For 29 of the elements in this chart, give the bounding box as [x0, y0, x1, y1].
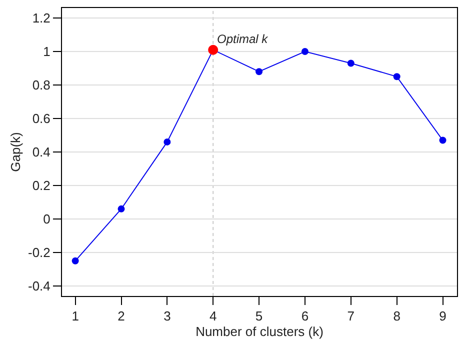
y-tick-label: 0.4	[32, 144, 50, 160]
x-tick-label: 6	[301, 308, 309, 324]
point	[72, 257, 79, 264]
x-tick-label: 7	[347, 308, 355, 324]
y-tick-label: 0	[43, 212, 50, 227]
y-axis-title: Gap(k)	[8, 132, 23, 172]
y-tick-label: 0.8	[32, 78, 50, 93]
y-tick-label: 1.2	[32, 10, 50, 26]
y-tick-label: -0.4	[28, 278, 50, 294]
point	[439, 136, 446, 144]
point	[164, 138, 171, 146]
y-tick-label: 0.6	[32, 111, 50, 126]
x-tick-label: 4	[209, 308, 217, 324]
point	[301, 48, 308, 56]
point	[347, 60, 354, 67]
x-axis-title: Number of clusters (k)	[196, 324, 324, 340]
annotation: Optimal k	[217, 32, 269, 46]
point	[393, 73, 400, 80]
x-tick-label: 8	[393, 308, 400, 324]
point	[118, 205, 125, 212]
y-tick-label: 1	[43, 44, 50, 60]
x-tick-label: 1	[72, 308, 79, 324]
x-tick-label: 9	[439, 308, 446, 324]
x-tick-label: 2	[118, 308, 125, 324]
point	[256, 68, 263, 76]
x-tick-label: 5	[255, 308, 263, 324]
x-tick-label: 3	[164, 308, 171, 324]
y-tick-label: -0.2	[28, 245, 50, 260]
y-tick-label: 0.2	[32, 178, 50, 194]
